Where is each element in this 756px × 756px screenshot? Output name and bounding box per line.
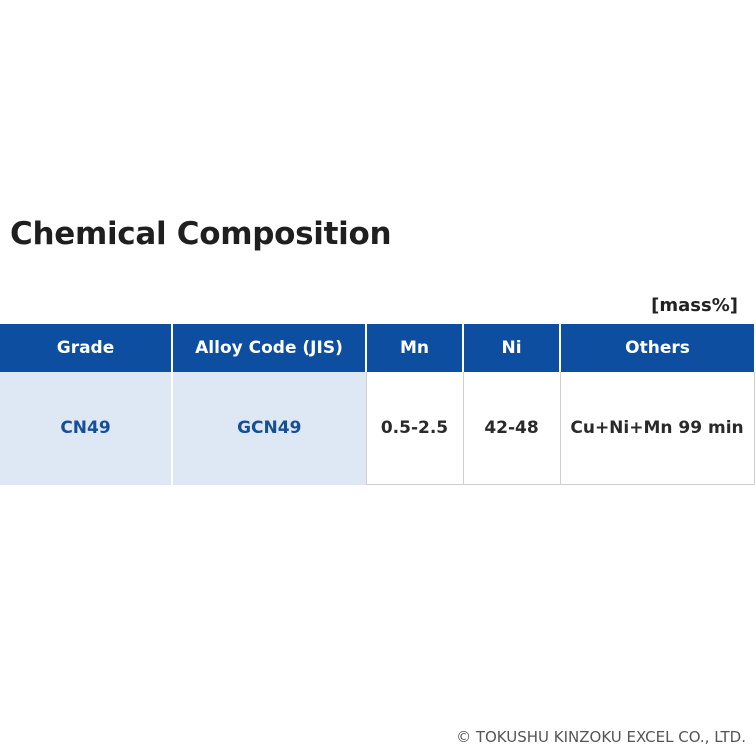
copyright-notice: © TOKUSHU KINZOKU EXCEL CO., LTD. (456, 728, 746, 746)
table-row: CN49 GCN49 0.5-2.5 42-48 Cu+Ni+Mn 99 min (0, 372, 755, 485)
cell-ni: 42-48 (462, 372, 560, 485)
header-mn: Mn (365, 324, 463, 372)
unit-label: [mass%] (651, 295, 738, 316)
header-ni: Ni (462, 324, 560, 372)
table-header-row: Grade Alloy Code (JIS) Mn Ni Others (0, 324, 754, 372)
composition-table: Grade Alloy Code (JIS) Mn Ni Others CN49… (0, 324, 755, 485)
cell-mn: 0.5-2.5 (365, 372, 463, 485)
cell-alloy-code: GCN49 (171, 372, 366, 485)
header-alloy-code: Alloy Code (JIS) (171, 324, 366, 372)
header-grade: Grade (0, 324, 172, 372)
header-others: Others (559, 324, 754, 372)
cell-others: Cu+Ni+Mn 99 min (559, 372, 755, 485)
cell-grade: CN49 (0, 372, 172, 485)
page-title: Chemical Composition (10, 216, 392, 252)
